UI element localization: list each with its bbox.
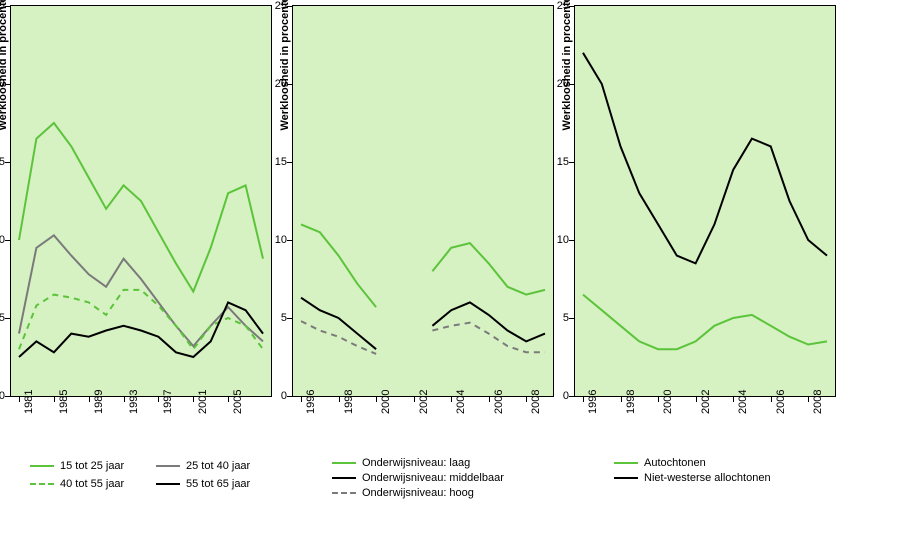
y-axis-label: Werkloosheid in procenten [279, 0, 291, 131]
edu-panel: Werkloosheid in procenten051015202519961… [292, 5, 554, 502]
legend-label: 40 tot 55 jaar [60, 478, 124, 490]
chart-lines [293, 6, 553, 396]
y-axis-label: Werkloosheid in procenten [561, 0, 573, 131]
series-line [301, 298, 545, 350]
legend-label: Autochtonen [644, 457, 706, 469]
legend-line [30, 465, 54, 467]
legend-line [156, 465, 180, 467]
plot-area: Werkloosheid in procenten051015202519811… [10, 5, 272, 397]
legend-item: Niet-westerse allochtonen [614, 472, 836, 484]
series-line [19, 123, 263, 292]
legend-label: 25 tot 40 jaar [186, 460, 250, 472]
legend-item: Onderwijsniveau: middelbaar [332, 472, 554, 484]
legend-line [156, 483, 180, 485]
legend: 15 tot 25 jaar 25 tot 40 jaar 40 tot 55 ja… [10, 457, 272, 493]
plot-area: Werkloosheid in procenten051015202519961… [292, 5, 554, 397]
legend-item: 25 tot 40 jaar [156, 460, 272, 472]
legend-item: Onderwijsniveau: hoog [332, 487, 554, 499]
legend-line [614, 477, 638, 479]
legend-line [332, 462, 356, 464]
legend-label: Onderwijsniveau: hoog [362, 487, 474, 499]
legend-line [332, 477, 356, 479]
chart-lines [11, 6, 271, 396]
legend-item: 15 tot 25 jaar [30, 460, 146, 472]
chart-lines [575, 6, 835, 396]
series-line [19, 290, 263, 349]
legend-item: Onderwijsniveau: laag [332, 457, 554, 469]
legend: Onderwijsniveau: laag Onderwijsniveau: mi… [292, 457, 554, 499]
legend-line [614, 462, 638, 464]
legend-item: 40 tot 55 jaar [30, 478, 146, 490]
legend-line [30, 483, 54, 485]
legend-line [332, 492, 356, 494]
legend-label: Niet-westerse allochtonen [644, 472, 771, 484]
origin-panel: Werkloosheid in procenten051015202519961… [574, 5, 836, 502]
series-line [301, 224, 545, 307]
legend-item: Autochtonen [614, 457, 836, 469]
y-axis-label: Werkloosheid in procenten [0, 0, 9, 131]
series-line [301, 321, 545, 354]
legend-label: 55 tot 65 jaar [186, 478, 250, 490]
plot-area: Werkloosheid in procenten051015202519961… [574, 5, 836, 397]
legend-label: Onderwijsniveau: laag [362, 457, 470, 469]
legend-label: 15 tot 25 jaar [60, 460, 124, 472]
legend: Autochtonen Niet-westerse allochtonen [574, 457, 836, 484]
legend-label: Onderwijsniveau: middelbaar [362, 472, 504, 484]
series-line [19, 302, 263, 357]
age-panel: Werkloosheid in procenten051015202519811… [10, 5, 272, 502]
series-line [583, 53, 827, 264]
legend-item: 55 tot 65 jaar [156, 478, 272, 490]
series-line [583, 295, 827, 350]
